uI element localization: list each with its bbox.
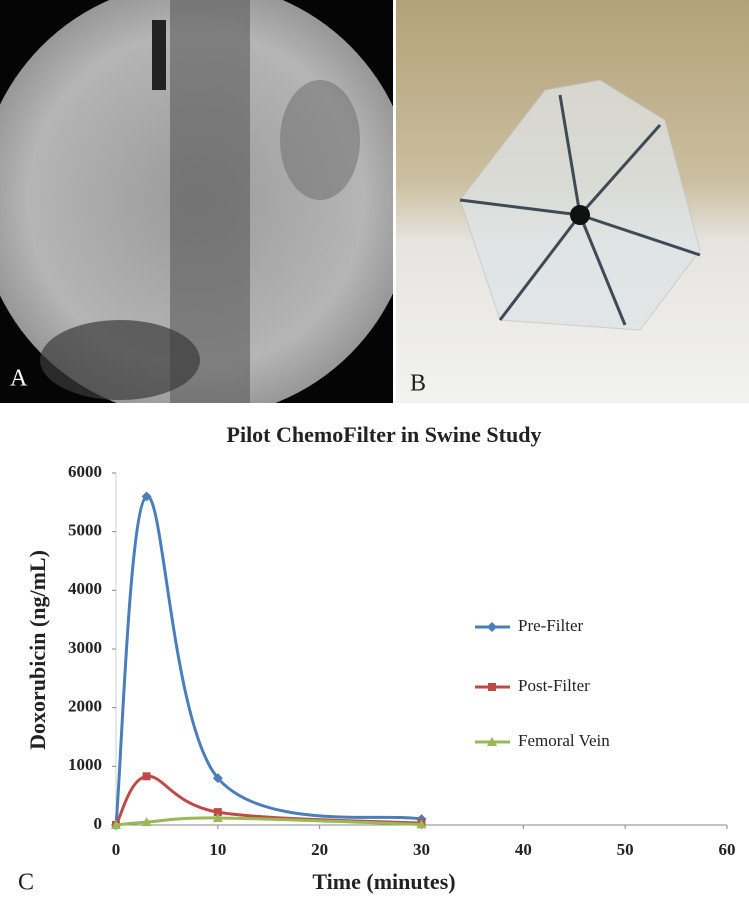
y-tick-label: 2000 (68, 697, 102, 716)
x-tick-label: 60 (719, 840, 736, 859)
x-axis-label: Time (minutes) (312, 869, 455, 894)
data-point (141, 491, 152, 502)
data-point (142, 772, 151, 781)
data-point (416, 819, 427, 829)
y-tick-label: 5000 (68, 521, 102, 540)
data-point (111, 820, 121, 829)
x-tick-label: 30 (413, 840, 430, 859)
y-tick-label: 1000 (68, 755, 102, 774)
panel-label: B (410, 371, 426, 397)
x-tick-label: 0 (112, 840, 121, 859)
y-tick-label: 4000 (68, 579, 102, 598)
x-tick-label: 20 (311, 840, 328, 859)
y-axis-label: Doxorubicin (ng/mL) (25, 550, 50, 750)
series-line (114, 494, 422, 826)
x-tick-label: 40 (515, 840, 532, 859)
legend-marker (488, 683, 496, 691)
photo-fluoroscopy (0, 0, 393, 403)
y-tick-label: 3000 (68, 638, 102, 657)
chart-title: Pilot ChemoFilter in Swine Study (227, 422, 542, 447)
legend-label: Femoral Vein (518, 731, 610, 750)
y-tick-label: 6000 (68, 462, 102, 481)
x-tick-label: 50 (617, 840, 634, 859)
photo-filter (396, 0, 749, 403)
legend-marker (487, 622, 497, 632)
legend-marker (487, 737, 497, 746)
data-point (212, 773, 223, 784)
data-point (141, 817, 152, 827)
panel-label: A (10, 366, 28, 392)
x-tick-label: 10 (209, 840, 226, 859)
y-tick-label: 0 (94, 814, 103, 833)
data-point (213, 808, 222, 817)
data-point (212, 812, 223, 822)
legend-label: Pre-Filter (518, 616, 583, 635)
legend-label: Post-Filter (518, 676, 590, 695)
series-line (115, 816, 422, 827)
panel-label: C (18, 870, 34, 896)
